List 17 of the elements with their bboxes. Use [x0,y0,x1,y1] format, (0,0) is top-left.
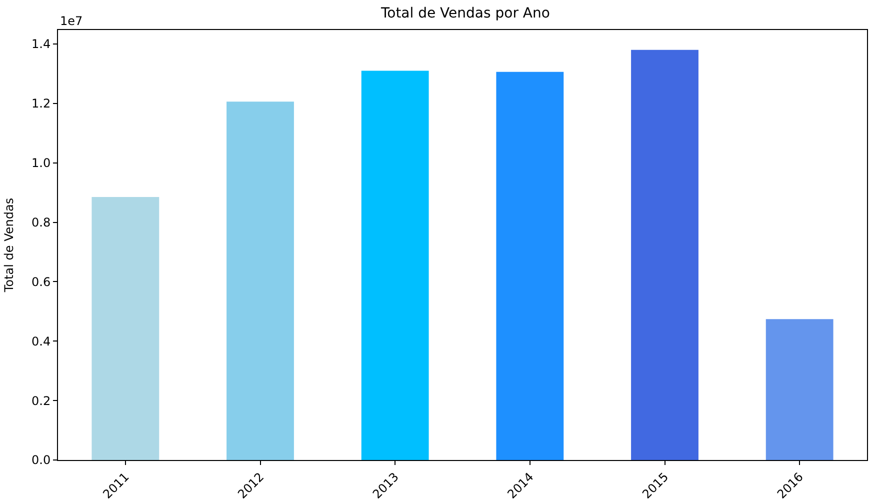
y-tick-label: 0.4 [32,334,51,348]
bar [361,70,429,460]
y-tick-label: 0.6 [32,274,51,289]
bar [226,102,294,460]
bar [92,197,160,460]
y-tick-label: 0.0 [32,453,51,468]
y-tick-label: 1.2 [32,96,51,111]
chart-title: Total de Vendas por Ano [380,5,550,22]
y-tick-label: 1.4 [32,37,51,52]
bar [496,72,564,460]
y-tick-label: 0.8 [32,215,51,230]
text: 1e7 [60,14,83,28]
y-tick-label: 1.0 [32,156,51,170]
y-axis-title: Total de Vendas [2,198,16,294]
bar [766,319,834,460]
bar [631,50,698,460]
y-tick-label: 0.2 [32,394,51,408]
